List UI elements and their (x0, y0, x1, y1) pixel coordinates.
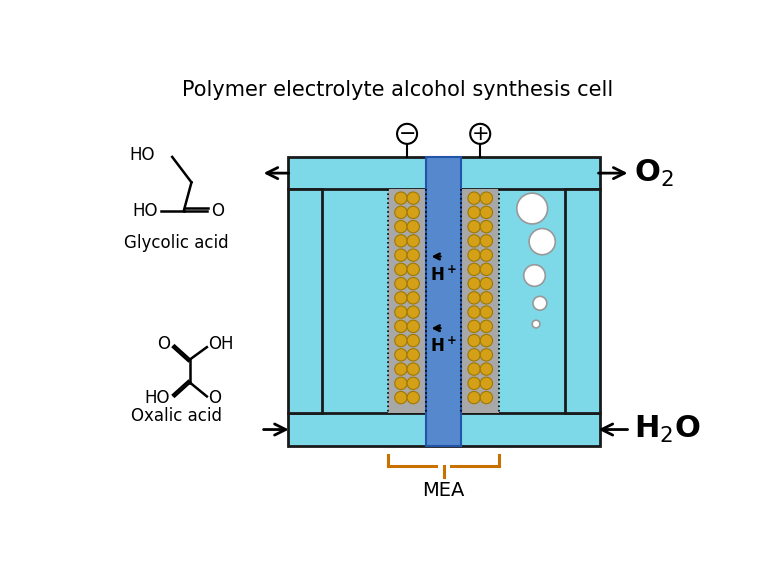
Circle shape (468, 278, 480, 290)
Circle shape (468, 335, 480, 347)
Circle shape (468, 192, 480, 204)
Circle shape (395, 249, 407, 261)
Text: HO: HO (130, 146, 155, 164)
Text: −: − (399, 124, 416, 144)
Circle shape (407, 306, 420, 318)
Circle shape (395, 206, 407, 218)
Bar (287, 157, 600, 189)
Circle shape (468, 349, 480, 361)
Circle shape (407, 235, 420, 247)
Circle shape (407, 392, 420, 404)
Circle shape (395, 263, 407, 275)
Circle shape (468, 320, 480, 332)
Circle shape (532, 320, 540, 328)
Circle shape (470, 124, 490, 144)
Circle shape (468, 263, 480, 275)
Circle shape (395, 377, 407, 389)
Circle shape (468, 292, 480, 304)
Circle shape (529, 229, 556, 255)
Circle shape (517, 193, 548, 224)
Circle shape (524, 264, 545, 286)
Circle shape (407, 377, 420, 389)
Circle shape (480, 392, 493, 404)
Circle shape (395, 335, 407, 347)
Circle shape (395, 292, 407, 304)
Circle shape (480, 335, 493, 347)
Text: O: O (208, 389, 221, 407)
Circle shape (395, 363, 407, 375)
Circle shape (407, 292, 420, 304)
Circle shape (395, 320, 407, 332)
Text: +: + (472, 124, 489, 144)
Circle shape (395, 349, 407, 361)
Circle shape (468, 377, 480, 389)
Circle shape (468, 306, 480, 318)
Circle shape (395, 235, 407, 247)
Circle shape (395, 221, 407, 233)
Circle shape (395, 392, 407, 404)
Text: HO: HO (132, 202, 158, 220)
Circle shape (468, 221, 480, 233)
Circle shape (480, 249, 493, 261)
Bar (388, 189, 427, 413)
Circle shape (397, 124, 417, 144)
Text: Polymer electrolyte alcohol synthesis cell: Polymer electrolyte alcohol synthesis ce… (182, 80, 614, 100)
Circle shape (480, 292, 493, 304)
Circle shape (407, 221, 420, 233)
Circle shape (407, 349, 420, 361)
Text: OH: OH (208, 335, 234, 353)
Circle shape (395, 306, 407, 318)
Circle shape (468, 392, 480, 404)
Circle shape (407, 206, 420, 218)
Circle shape (480, 349, 493, 361)
Circle shape (480, 192, 493, 204)
Circle shape (480, 221, 493, 233)
Circle shape (407, 278, 420, 290)
Text: MEA: MEA (423, 481, 465, 500)
Circle shape (533, 296, 547, 310)
Circle shape (395, 278, 407, 290)
Circle shape (468, 206, 480, 218)
Circle shape (468, 235, 480, 247)
Circle shape (480, 320, 493, 332)
Bar (461, 189, 500, 413)
Circle shape (407, 335, 420, 347)
Bar (287, 413, 600, 446)
Circle shape (480, 363, 493, 375)
Circle shape (468, 249, 480, 261)
Circle shape (480, 377, 493, 389)
Circle shape (480, 306, 493, 318)
Text: $\mathbf{H^+}$: $\mathbf{H^+}$ (430, 265, 457, 284)
Text: O$_2$: O$_2$ (634, 157, 674, 189)
Bar (287, 189, 322, 413)
Circle shape (480, 206, 493, 218)
Bar (565, 189, 600, 413)
Circle shape (407, 192, 420, 204)
Circle shape (407, 249, 420, 261)
Text: H$_2$O: H$_2$O (634, 414, 701, 445)
Bar (427, 157, 461, 446)
Circle shape (480, 263, 493, 275)
Text: HO: HO (145, 389, 170, 407)
Circle shape (407, 363, 420, 375)
Text: Oxalic acid: Oxalic acid (131, 407, 221, 425)
Circle shape (407, 320, 420, 332)
Circle shape (468, 363, 480, 375)
Text: O: O (211, 202, 225, 220)
Circle shape (480, 235, 493, 247)
Text: O: O (157, 335, 170, 353)
Circle shape (395, 192, 407, 204)
Text: $\mathbf{H^+}$: $\mathbf{H^+}$ (430, 337, 457, 356)
Circle shape (407, 263, 420, 275)
Bar (322, 189, 565, 413)
Circle shape (480, 278, 493, 290)
Text: Glycolic acid: Glycolic acid (124, 234, 228, 252)
